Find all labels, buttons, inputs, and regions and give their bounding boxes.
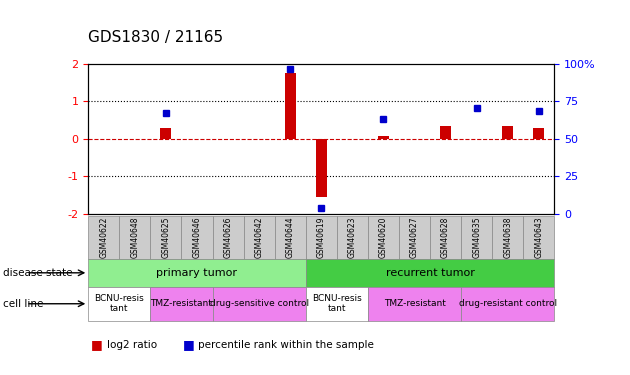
Bar — [378, 136, 389, 139]
Text: ■: ■ — [183, 339, 195, 351]
Text: GSM40646: GSM40646 — [193, 216, 202, 258]
Text: drug-resistant control: drug-resistant control — [459, 299, 557, 308]
Bar — [119, 216, 151, 259]
Text: percentile rank within the sample: percentile rank within the sample — [198, 340, 374, 350]
Bar — [316, 139, 327, 197]
Text: BCNU-resis
tant: BCNU-resis tant — [312, 294, 362, 314]
Bar — [337, 216, 368, 259]
Text: GSM40623: GSM40623 — [348, 216, 357, 258]
Bar — [534, 128, 544, 139]
Bar — [181, 216, 212, 259]
Text: GSM40625: GSM40625 — [161, 216, 170, 258]
Bar — [461, 287, 554, 321]
Bar — [151, 287, 212, 321]
Text: disease state: disease state — [3, 268, 72, 278]
Bar — [399, 216, 430, 259]
Text: primary tumor: primary tumor — [156, 268, 238, 278]
Text: GSM40648: GSM40648 — [130, 216, 139, 258]
Text: TMZ-resistant: TMZ-resistant — [384, 299, 445, 308]
Bar — [306, 216, 337, 259]
Text: BCNU-resis
tant: BCNU-resis tant — [94, 294, 144, 314]
Bar — [461, 216, 492, 259]
Bar — [440, 126, 451, 139]
Text: GSM40619: GSM40619 — [317, 216, 326, 258]
Text: ■: ■ — [91, 339, 103, 351]
Text: GSM40644: GSM40644 — [286, 216, 295, 258]
Text: cell line: cell line — [3, 299, 43, 309]
Bar — [368, 216, 399, 259]
Bar — [88, 216, 119, 259]
Bar — [430, 216, 461, 259]
Text: TMZ-resistant: TMZ-resistant — [151, 299, 212, 308]
Text: GSM40642: GSM40642 — [255, 216, 263, 258]
Text: drug-sensitive control: drug-sensitive control — [210, 299, 309, 308]
Text: GSM40622: GSM40622 — [100, 216, 108, 258]
Text: GSM40643: GSM40643 — [534, 216, 543, 258]
Bar — [212, 216, 244, 259]
Bar — [275, 216, 306, 259]
Bar — [151, 216, 181, 259]
Bar — [306, 259, 554, 287]
Bar — [88, 287, 151, 321]
Bar — [161, 128, 171, 139]
Bar — [88, 259, 306, 287]
Text: GSM40628: GSM40628 — [441, 216, 450, 258]
Text: GSM40635: GSM40635 — [472, 216, 481, 258]
Text: GDS1830 / 21165: GDS1830 / 21165 — [88, 30, 223, 45]
Bar — [502, 126, 513, 139]
Text: recurrent tumor: recurrent tumor — [386, 268, 474, 278]
Bar — [368, 287, 461, 321]
Bar — [212, 287, 306, 321]
Bar — [524, 216, 554, 259]
Bar — [492, 216, 524, 259]
Bar — [244, 216, 275, 259]
Text: GSM40638: GSM40638 — [503, 216, 512, 258]
Text: GSM40627: GSM40627 — [410, 216, 419, 258]
Bar — [306, 287, 368, 321]
Text: log2 ratio: log2 ratio — [107, 340, 158, 350]
Text: GSM40620: GSM40620 — [379, 216, 388, 258]
Bar — [285, 73, 295, 139]
Text: GSM40626: GSM40626 — [224, 216, 232, 258]
